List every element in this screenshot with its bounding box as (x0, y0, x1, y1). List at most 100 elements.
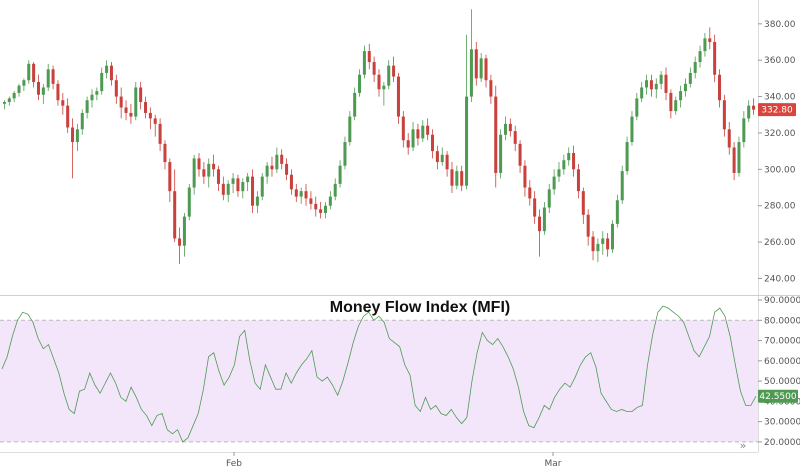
candle-body (202, 169, 206, 177)
candle (421, 120, 425, 143)
candle-body (732, 147, 736, 173)
candle-body (396, 76, 400, 117)
candle (460, 165, 464, 192)
candle-body (445, 154, 449, 170)
candle (664, 67, 668, 101)
candle-body (129, 112, 133, 117)
mfi-tick-label: 80.0000 (764, 316, 800, 326)
candle (640, 82, 644, 103)
candle (503, 116, 507, 141)
candle-body (163, 143, 167, 163)
candle-body (46, 69, 50, 88)
candle-body (353, 92, 357, 117)
candle-body (314, 203, 318, 210)
candle (533, 191, 537, 224)
candle-body (294, 189, 298, 197)
candle (572, 145, 576, 177)
candle (153, 114, 157, 137)
candle (32, 62, 36, 88)
candle (114, 74, 118, 104)
candle (362, 45, 366, 79)
candle-body (518, 143, 522, 166)
candle-body (17, 85, 21, 93)
candle-body (85, 100, 89, 113)
candle (119, 87, 123, 119)
candle (547, 183, 551, 213)
candle-body (494, 96, 498, 173)
candle (693, 56, 697, 79)
candle-body (752, 105, 756, 110)
price-tick-label: 300.00 (764, 165, 796, 175)
candle-body (435, 151, 439, 163)
candle-body (178, 238, 182, 246)
double-chevron-right-icon[interactable]: » (740, 439, 747, 452)
time-axis: FebMarAprMayJunJulAugSepOctNovDec (226, 452, 562, 469)
mfi-tick-label: 60.0000 (764, 357, 800, 367)
candle-body (484, 58, 488, 81)
price-pane-background[interactable] (0, 0, 758, 295)
candle (129, 103, 133, 124)
candle (314, 196, 318, 217)
candle-body (12, 92, 16, 99)
candle-body (703, 38, 707, 52)
candle (56, 80, 60, 106)
candle (431, 129, 435, 159)
candle (255, 191, 259, 213)
candle-body (51, 69, 55, 84)
candle-body (572, 152, 576, 170)
candle (494, 85, 498, 188)
candle (557, 162, 561, 183)
candle (382, 82, 386, 106)
candle (105, 60, 109, 79)
candle (377, 69, 381, 97)
candle-body (542, 207, 546, 232)
candle-body (625, 142, 629, 172)
candle-body (688, 72, 692, 84)
candle (231, 172, 235, 193)
candle (187, 183, 191, 221)
candle (396, 72, 400, 124)
mfi-value-badge: 42.5500 (758, 389, 798, 403)
candle-body (669, 92, 673, 112)
candle-body (552, 176, 556, 190)
candle (742, 111, 746, 148)
candle (294, 183, 298, 203)
mfi-value-badge-box (758, 389, 798, 403)
candle-body (713, 42, 717, 75)
candle (372, 56, 376, 83)
candle-body (620, 171, 624, 201)
candle-body (207, 163, 211, 177)
candle (289, 169, 293, 195)
mfi-tick-label: 90.0000 (764, 296, 800, 306)
candle (236, 174, 240, 197)
price-tick-label: 380.00 (764, 20, 796, 30)
mfi-tick-label: 20.0000 (764, 438, 800, 448)
candle-body (727, 129, 731, 148)
candle (246, 172, 250, 192)
candle (387, 60, 391, 90)
candle-body (615, 200, 619, 224)
candle (630, 111, 634, 146)
candle-body (528, 187, 532, 199)
candle-body (231, 178, 235, 184)
candle (61, 92, 65, 115)
mfi-tick-label: 70.0000 (764, 337, 800, 347)
candle-body (41, 87, 45, 95)
candle-body (474, 49, 478, 79)
candle (528, 180, 532, 206)
candle (747, 100, 751, 123)
candle-body (460, 171, 464, 186)
candle-body (708, 38, 712, 43)
candle-body (362, 51, 366, 75)
candle-body (71, 127, 75, 143)
candle (649, 74, 653, 97)
candle (221, 176, 225, 201)
candle-body (134, 87, 138, 117)
candle-body (139, 87, 143, 103)
candle-body (601, 238, 605, 244)
candle (542, 202, 546, 235)
candle (732, 142, 736, 181)
candle (304, 183, 308, 206)
candle (367, 43, 371, 70)
candle-body (158, 123, 162, 144)
